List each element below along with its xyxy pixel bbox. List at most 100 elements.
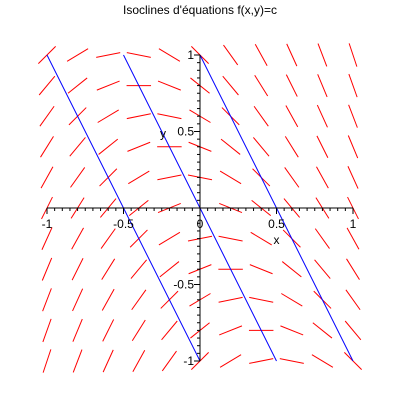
field-segment-76 bbox=[347, 166, 359, 189]
field-segment-14 bbox=[131, 319, 146, 342]
y-axis-label: y bbox=[160, 127, 166, 141]
field-segment-118 bbox=[286, 43, 298, 67]
field-segment-92 bbox=[157, 113, 182, 120]
y-tick-label-0: -1 bbox=[183, 354, 194, 368]
y-tick-label-3: 0.5 bbox=[177, 125, 194, 139]
x-minor-ticks bbox=[46, 208, 354, 214]
field-segment-116 bbox=[223, 44, 239, 66]
field-segment-109 bbox=[348, 73, 358, 98]
field-segment-113 bbox=[126, 52, 151, 58]
tick-labels: -1 -0.5 0 0.5 1 -1 -0.5 0.5 1 bbox=[42, 48, 357, 368]
field-segment-78 bbox=[69, 137, 86, 157]
field-segment-42 bbox=[314, 259, 331, 279]
field-segment-43 bbox=[346, 258, 360, 280]
field-segment-87 bbox=[347, 135, 359, 159]
isocline-segment-3 bbox=[199, 207, 277, 362]
axes bbox=[46, 54, 354, 362]
field-segment-12 bbox=[72, 318, 83, 342]
x-tick-label-3: 0.5 bbox=[268, 217, 285, 231]
field-segment-23 bbox=[72, 288, 84, 312]
field-segment-103 bbox=[157, 80, 181, 91]
field-segment-30 bbox=[281, 293, 303, 307]
field-segment-13 bbox=[102, 319, 115, 342]
field-segment-32 bbox=[345, 289, 361, 311]
field-segment-105 bbox=[222, 75, 239, 96]
isocline-segment-5 bbox=[276, 207, 354, 362]
field-segment-106 bbox=[254, 74, 269, 97]
field-segment-44 bbox=[41, 227, 53, 250]
field-segment-9 bbox=[311, 354, 334, 368]
field-segment-28 bbox=[218, 296, 243, 303]
field-segment-35 bbox=[101, 258, 116, 280]
field-segment-2 bbox=[102, 349, 114, 373]
x-axis-label: x bbox=[274, 233, 280, 247]
field-segment-99 bbox=[38, 75, 56, 96]
field-segment-8 bbox=[279, 358, 304, 364]
field-segment-72 bbox=[219, 170, 242, 185]
field-segment-6 bbox=[219, 354, 242, 368]
field-segment-77 bbox=[40, 136, 54, 158]
field-segment-96 bbox=[285, 105, 299, 128]
field-segment-74 bbox=[284, 167, 300, 188]
field-segment-86 bbox=[316, 135, 329, 158]
field-segment-29 bbox=[249, 296, 274, 303]
field-segment-46 bbox=[100, 228, 116, 249]
field-segment-11 bbox=[42, 318, 52, 343]
field-segment-97 bbox=[316, 104, 328, 128]
field-segment-80 bbox=[127, 141, 151, 152]
field-segment-45 bbox=[71, 227, 84, 250]
field-segment-53 bbox=[314, 228, 330, 249]
isocline-segment-0 bbox=[46, 54, 124, 209]
field-segment-33 bbox=[41, 257, 53, 281]
y-tick-label-4: 1 bbox=[187, 48, 194, 62]
y-minor-ticks bbox=[194, 54, 200, 362]
field-segment-119 bbox=[317, 43, 328, 67]
field-segment-19 bbox=[280, 325, 304, 336]
direction-field bbox=[37, 43, 363, 373]
field-segment-70 bbox=[157, 174, 182, 181]
isocline-segment-4 bbox=[199, 54, 277, 209]
field-segment-120 bbox=[348, 43, 358, 67]
field-segment-88 bbox=[39, 105, 55, 127]
x-tick-label-4: 1 bbox=[350, 217, 357, 231]
isocline-segment-2 bbox=[123, 54, 201, 209]
field-segment-41 bbox=[281, 261, 302, 278]
field-segment-48 bbox=[158, 231, 181, 246]
field-segment-84 bbox=[252, 137, 270, 157]
field-segment-1 bbox=[72, 349, 83, 373]
field-segment-25 bbox=[131, 289, 147, 311]
field-segment-101 bbox=[96, 80, 120, 91]
x-tick-label-1: -0.5 bbox=[113, 217, 134, 231]
field-segment-107 bbox=[285, 74, 298, 97]
field-segment-50 bbox=[218, 235, 243, 242]
field-segment-112 bbox=[96, 52, 121, 58]
field-segment-54 bbox=[346, 227, 360, 250]
field-segment-83 bbox=[220, 138, 241, 155]
field-segment-66 bbox=[40, 166, 54, 189]
field-segment-69 bbox=[128, 170, 150, 185]
field-segment-108 bbox=[317, 74, 328, 98]
field-segment-37 bbox=[159, 261, 180, 278]
field-segment-4 bbox=[161, 350, 177, 372]
chart-title: Isoclines d'équations f(x,y)=c bbox=[123, 3, 277, 17]
x-tick-label-0: -1 bbox=[42, 217, 53, 231]
field-segment-75 bbox=[316, 166, 329, 189]
field-segment-36 bbox=[130, 259, 148, 279]
x-tick-label-2: 0 bbox=[197, 217, 204, 231]
field-segment-0 bbox=[42, 349, 52, 373]
y-tick-label-1: -0.5 bbox=[173, 278, 194, 292]
field-segment-15 bbox=[161, 320, 178, 341]
field-segment-21 bbox=[344, 320, 362, 341]
field-segment-117 bbox=[254, 44, 268, 66]
field-segment-7 bbox=[249, 358, 274, 364]
field-segment-24 bbox=[101, 288, 115, 311]
field-segment-90 bbox=[97, 109, 119, 123]
isocline-lines bbox=[46, 54, 354, 362]
field-segment-98 bbox=[348, 104, 358, 128]
field-segment-100 bbox=[67, 77, 88, 94]
field-segment-20 bbox=[312, 322, 333, 339]
field-segment-3 bbox=[132, 350, 146, 372]
field-segment-17 bbox=[219, 325, 243, 336]
field-segment-40 bbox=[249, 264, 273, 275]
